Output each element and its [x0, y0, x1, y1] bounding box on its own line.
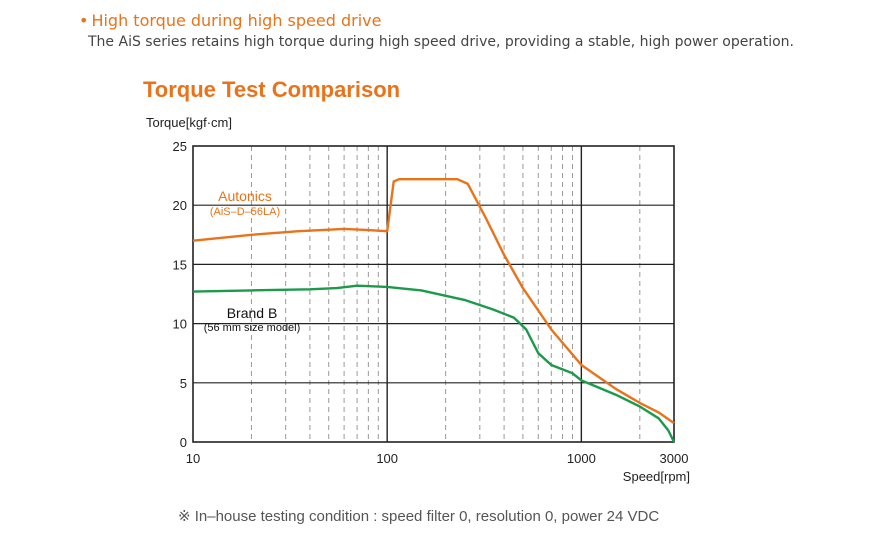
x-tick-label: 1000 [567, 451, 596, 466]
y-tick-label: 5 [180, 376, 187, 391]
y-tick-label: 20 [173, 198, 187, 213]
x-tick-label: 100 [376, 451, 398, 466]
x-tick-label: 10 [186, 451, 200, 466]
y-tick-label: 10 [173, 317, 187, 332]
y-tick-label: 15 [173, 257, 187, 272]
chart-title: Torque Test Comparison [143, 77, 401, 102]
bullet: • [79, 11, 89, 30]
y-tick-label: 25 [173, 139, 187, 154]
x-axis-label: Speed[rpm] [623, 469, 690, 484]
section-description: The AiS series retains high torque durin… [88, 34, 794, 50]
section-title: • High torque during high speed drive [79, 11, 381, 30]
y-axis-label: Torque[kgf·cm] [146, 115, 232, 130]
series-line-1 [192, 284, 676, 443]
series-sublabel-autonics: (AiS–D–56LA) [210, 206, 280, 218]
y-tick-label: 0 [180, 435, 187, 450]
series-sublabel-brand-b: (56 mm size model) [204, 322, 301, 334]
footnote: ※ In–house testing condition : speed fil… [178, 508, 660, 525]
x-tick-label: 3000 [660, 451, 689, 466]
section-title-text: High torque during high speed drive [91, 11, 382, 30]
series-line-0 [192, 178, 675, 425]
plot-frame [192, 145, 675, 443]
series-label-brand-b: Brand B [227, 305, 278, 321]
series-label-autonics: Autonics [218, 188, 272, 204]
